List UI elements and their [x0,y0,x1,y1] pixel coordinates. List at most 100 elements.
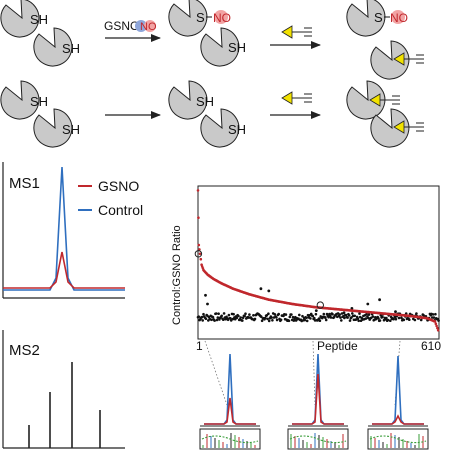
data-point-control [305,319,309,323]
data-point-outlier [350,307,354,310]
data-point-control [216,316,220,319]
data-point-control [298,313,301,317]
data-point-control [343,316,346,320]
data-point-control [431,313,435,316]
data-point-control [402,318,406,322]
data-point-outlier [366,302,370,306]
thiol-label: SH [196,94,214,109]
inset-ms2-trace [289,435,347,444]
data-point-control [241,319,244,322]
data-point-control [303,318,307,322]
protein-icon [346,80,386,120]
data-point-control [264,316,267,320]
ratio-chart: Control:GSNO Ratio Peptide 1 610 [171,185,441,353]
ms1-label: MS1 [9,175,40,192]
data-point-gsno [197,243,201,247]
data-point-control [275,316,278,319]
protein-icon [346,0,386,37]
protein-icon [200,27,240,67]
data-point-control [378,319,382,322]
no-group-icon [391,10,405,24]
no-group-icon [144,20,156,32]
data-point-gsno [198,252,202,256]
no-label: NO [140,21,157,33]
probe-bound [369,93,400,107]
data-point-control [210,318,213,322]
data-point-outlier [394,310,397,314]
data-point-control [273,313,277,316]
glutathione-icon [135,20,147,32]
data-point-control [348,319,352,322]
data-point-control [232,312,235,316]
data-point-outlier [314,309,318,312]
zoom-guide-line [204,340,228,406]
data-point-control [204,317,208,321]
data-point-control [217,312,220,316]
data-point-control [215,318,219,322]
data-point-control [270,316,273,319]
data-point-control [415,312,418,315]
data-point-outlier [206,302,209,306]
thiol-label: SH [30,94,48,109]
data-point-control [331,312,334,316]
x-axis-label: Peptide [317,339,358,353]
protein-icon [168,0,208,37]
data-point-control [241,316,245,320]
data-point-control [244,312,247,316]
thiol-label: SH [30,12,48,27]
data-point-control [314,312,318,316]
probe-arrow [281,25,312,39]
data-point-control [365,312,368,316]
data-point-control [287,319,291,323]
scheme-row-1: SH SH GSNO NO S NO SH S NO [0,0,424,80]
data-point-control [389,319,392,323]
sulfur-label: S [196,10,205,25]
data-point-control [291,315,295,319]
inset-control-peak [292,353,344,425]
plot-frame [197,185,440,340]
data-point-control [318,319,322,323]
data-point-control [371,315,375,318]
thiol-label: SH [228,122,246,137]
data-point-control [356,317,360,320]
data-point-gsno [435,324,438,328]
probe-arrow [281,91,312,105]
inset-gsno-peak [292,373,344,425]
data-point-control [288,315,292,319]
inset-gsno-peak [372,414,424,425]
data-point-control [211,315,215,319]
data-point-control [301,314,304,318]
ms1-gsno-trace [3,251,125,289]
data-point-control [271,319,274,322]
data-point-control [317,317,321,320]
data-point-control [340,319,343,322]
data-point-control [366,316,370,320]
data-point-control [229,317,232,320]
data-point-gsno [436,329,440,332]
no-label: NO [390,11,408,25]
protein-icon [370,40,410,80]
data-point-control [437,319,440,322]
data-point-control [381,315,384,319]
data-point-gsno [198,248,201,251]
data-point-control [367,313,371,316]
data-point-control [266,317,269,321]
data-point-control [279,318,283,322]
data-point-control [253,317,257,321]
data-point-control [267,319,271,323]
legend-control-label: Control [98,202,143,218]
data-point-control [351,312,354,315]
data-point-control [347,314,351,317]
no-group-icon [214,10,228,24]
gsno-label: GSNO [104,19,139,33]
data-point-control [311,314,315,318]
inset-gsno-peak [204,397,256,425]
highlight-marker [316,301,324,309]
data-point-control [248,313,251,316]
data-point-control [413,318,417,322]
data-point-gsno [433,320,437,323]
data-point-control [392,317,395,321]
protein-icon [168,80,208,120]
data-point-gsno [436,326,439,330]
